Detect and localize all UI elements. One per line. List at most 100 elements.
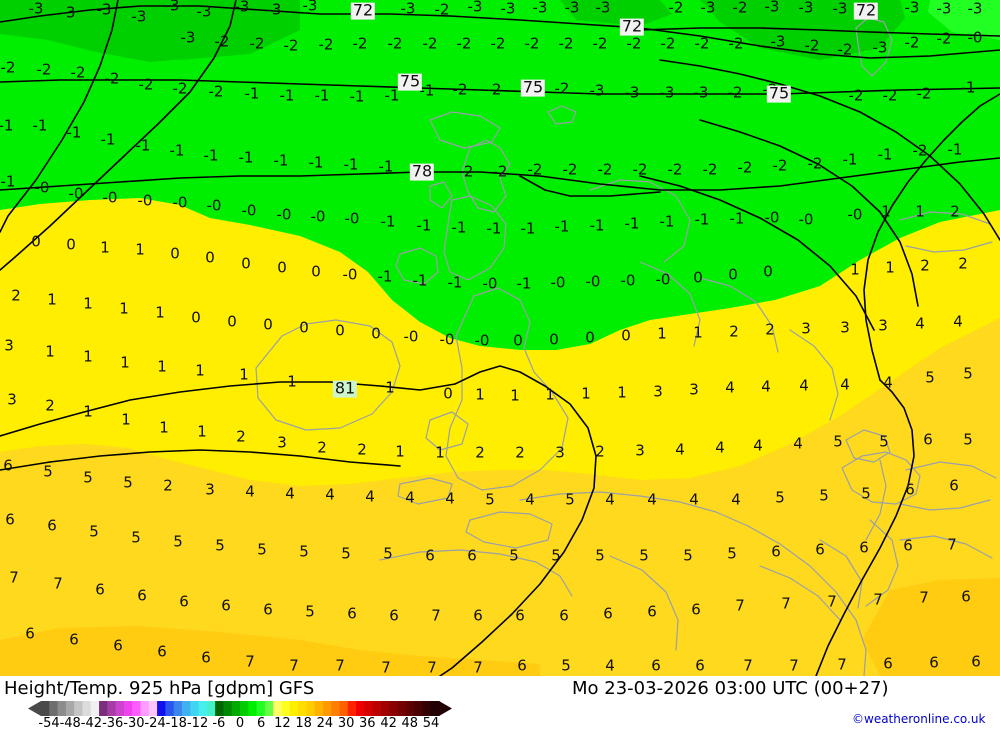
border-inland-4 bbox=[759, 565, 841, 621]
contour-ne-branch bbox=[699, 119, 919, 307]
legend-tick-label: -42 bbox=[80, 716, 103, 731]
coastline-northern-ireland bbox=[395, 247, 439, 285]
border-germany-2 bbox=[899, 499, 991, 511]
legend-swatch bbox=[331, 701, 341, 716]
legend-swatch bbox=[49, 701, 59, 716]
legend-swatch bbox=[74, 701, 84, 716]
legend-swatch bbox=[339, 701, 349, 716]
legend-swatch bbox=[223, 701, 233, 716]
legend-swatch bbox=[140, 701, 150, 716]
legend-swatch bbox=[107, 701, 117, 716]
forecast-datetime: Mo 23-03-2026 03:00 UTC (00+27) bbox=[572, 678, 889, 699]
page-title: Height/Temp. 925 hPa [gdpm] GFS bbox=[4, 678, 315, 699]
legend-swatch bbox=[322, 701, 332, 716]
legend-tick-label: 24 bbox=[316, 716, 334, 731]
legend-swatch bbox=[248, 701, 258, 716]
legend-swatch bbox=[356, 701, 365, 716]
coastline-great-britain bbox=[445, 287, 569, 491]
legend-swatch bbox=[422, 701, 432, 716]
legend-tick-label: -18 bbox=[165, 716, 187, 731]
coastline-france-north bbox=[519, 491, 867, 676]
legend-tick-label: 42 bbox=[380, 716, 397, 731]
coastline-hebrides bbox=[429, 181, 453, 209]
legend-swatch bbox=[380, 701, 390, 716]
legend-swatch bbox=[65, 701, 75, 716]
legend-swatch bbox=[198, 701, 208, 716]
legend-swatch bbox=[347, 701, 357, 716]
coastline-norway-se bbox=[639, 261, 701, 347]
coastline-biscay bbox=[379, 549, 573, 597]
contour-81 bbox=[0, 365, 597, 676]
legend-tick-label: 36 bbox=[359, 716, 376, 731]
contour-upper-right-arc bbox=[659, 59, 1000, 241]
border-ne-corner-2 bbox=[905, 241, 993, 253]
legend-arrow-left bbox=[28, 701, 41, 716]
legend-swatch bbox=[414, 701, 424, 716]
legend-swatch bbox=[41, 701, 50, 716]
legend-arrow-right bbox=[439, 701, 452, 716]
coastline-faroe bbox=[547, 105, 577, 125]
border-ne-corner bbox=[899, 211, 991, 225]
legend-swatch bbox=[306, 701, 316, 716]
legend-tick-label: -24 bbox=[144, 716, 166, 731]
legend-swatch bbox=[206, 701, 216, 716]
contour-78-branch bbox=[519, 175, 661, 197]
coastline-brittany bbox=[465, 511, 553, 549]
contour-right-upper bbox=[863, 93, 1000, 381]
coastline-wales bbox=[425, 411, 469, 451]
contour-75 bbox=[0, 79, 1000, 95]
legend-tick-label: -48 bbox=[59, 716, 81, 731]
legend-swatch bbox=[90, 701, 100, 716]
legend-swatch bbox=[165, 701, 175, 716]
legend-swatch bbox=[57, 701, 67, 716]
footer: Height/Temp. 925 hPa [gdpm] GFS Mo 23-03… bbox=[0, 676, 1000, 733]
legend-swatch bbox=[190, 701, 200, 716]
legend-swatch bbox=[273, 701, 283, 716]
legend-tick-label: 6 bbox=[257, 716, 266, 731]
legend-tick-label: 54 bbox=[422, 716, 440, 731]
legend-swatch bbox=[289, 701, 299, 716]
legend-swatch bbox=[148, 701, 158, 716]
legend-swatch bbox=[123, 701, 133, 716]
legend-tick-label: -36 bbox=[102, 716, 124, 731]
legend-swatch bbox=[281, 701, 291, 716]
legend-swatch bbox=[264, 701, 274, 716]
copyright-credit: ©weatheronline.co.uk bbox=[852, 712, 986, 726]
color-legend: -54 -48 -42 -36 -30 -24 -18 -12 -6 0 6 12 18 24 30 36 42… bbox=[28, 701, 452, 732]
coastline-skagerrak bbox=[699, 277, 779, 353]
legend-swatch bbox=[115, 701, 125, 716]
legend-swatch bbox=[397, 701, 407, 716]
coastline-ireland bbox=[255, 319, 401, 431]
color-legend-ticks: -54 -48 -42 -36 -30 -24 -18 -12 -6 0 6 12 18 24 30 36 42… bbox=[28, 716, 452, 732]
contour-72 bbox=[0, 5, 1000, 59]
legend-swatch bbox=[405, 701, 415, 716]
border-inland-1 bbox=[865, 519, 899, 607]
fill-band-green-light-ne bbox=[928, 0, 1000, 40]
coastline-cornwall bbox=[397, 477, 453, 505]
coastline-scotland bbox=[461, 139, 511, 213]
coastline-scotland-mainland bbox=[443, 195, 507, 281]
legend-tick-label: -54 bbox=[38, 716, 60, 731]
coastline-layer bbox=[255, 17, 997, 676]
legend-tick-label: 48 bbox=[401, 716, 419, 731]
legend-swatch bbox=[364, 701, 374, 716]
fill-band-yellow-gold bbox=[0, 318, 1000, 676]
height-contour-layer bbox=[0, 0, 1000, 676]
fill-band-green-dark-n2 bbox=[104, 0, 300, 60]
legend-tick-label: 18 bbox=[295, 716, 312, 731]
contour-nw-arc bbox=[639, 175, 875, 331]
contour-lower-left bbox=[0, 449, 401, 471]
weather-map-canvas[interactable]: -3 -3 -3 -3 -3 -3 -3 -3 -3 -3 -2 -3 -3 -3 -3 -3 -2 -3 -2 -3… bbox=[0, 0, 1000, 676]
contour-78 bbox=[0, 157, 1000, 191]
legend-swatch bbox=[99, 701, 108, 716]
legend-tick-label: 0 bbox=[235, 716, 245, 731]
legend-swatch bbox=[389, 701, 399, 716]
coastline-nw-island bbox=[429, 111, 501, 149]
border-inland-3 bbox=[819, 539, 863, 609]
coastline-jutland bbox=[789, 329, 839, 421]
legend-swatch bbox=[173, 701, 183, 716]
coastline-netherlands bbox=[841, 451, 921, 505]
legend-swatch bbox=[157, 701, 166, 716]
border-inland-2 bbox=[899, 535, 993, 559]
